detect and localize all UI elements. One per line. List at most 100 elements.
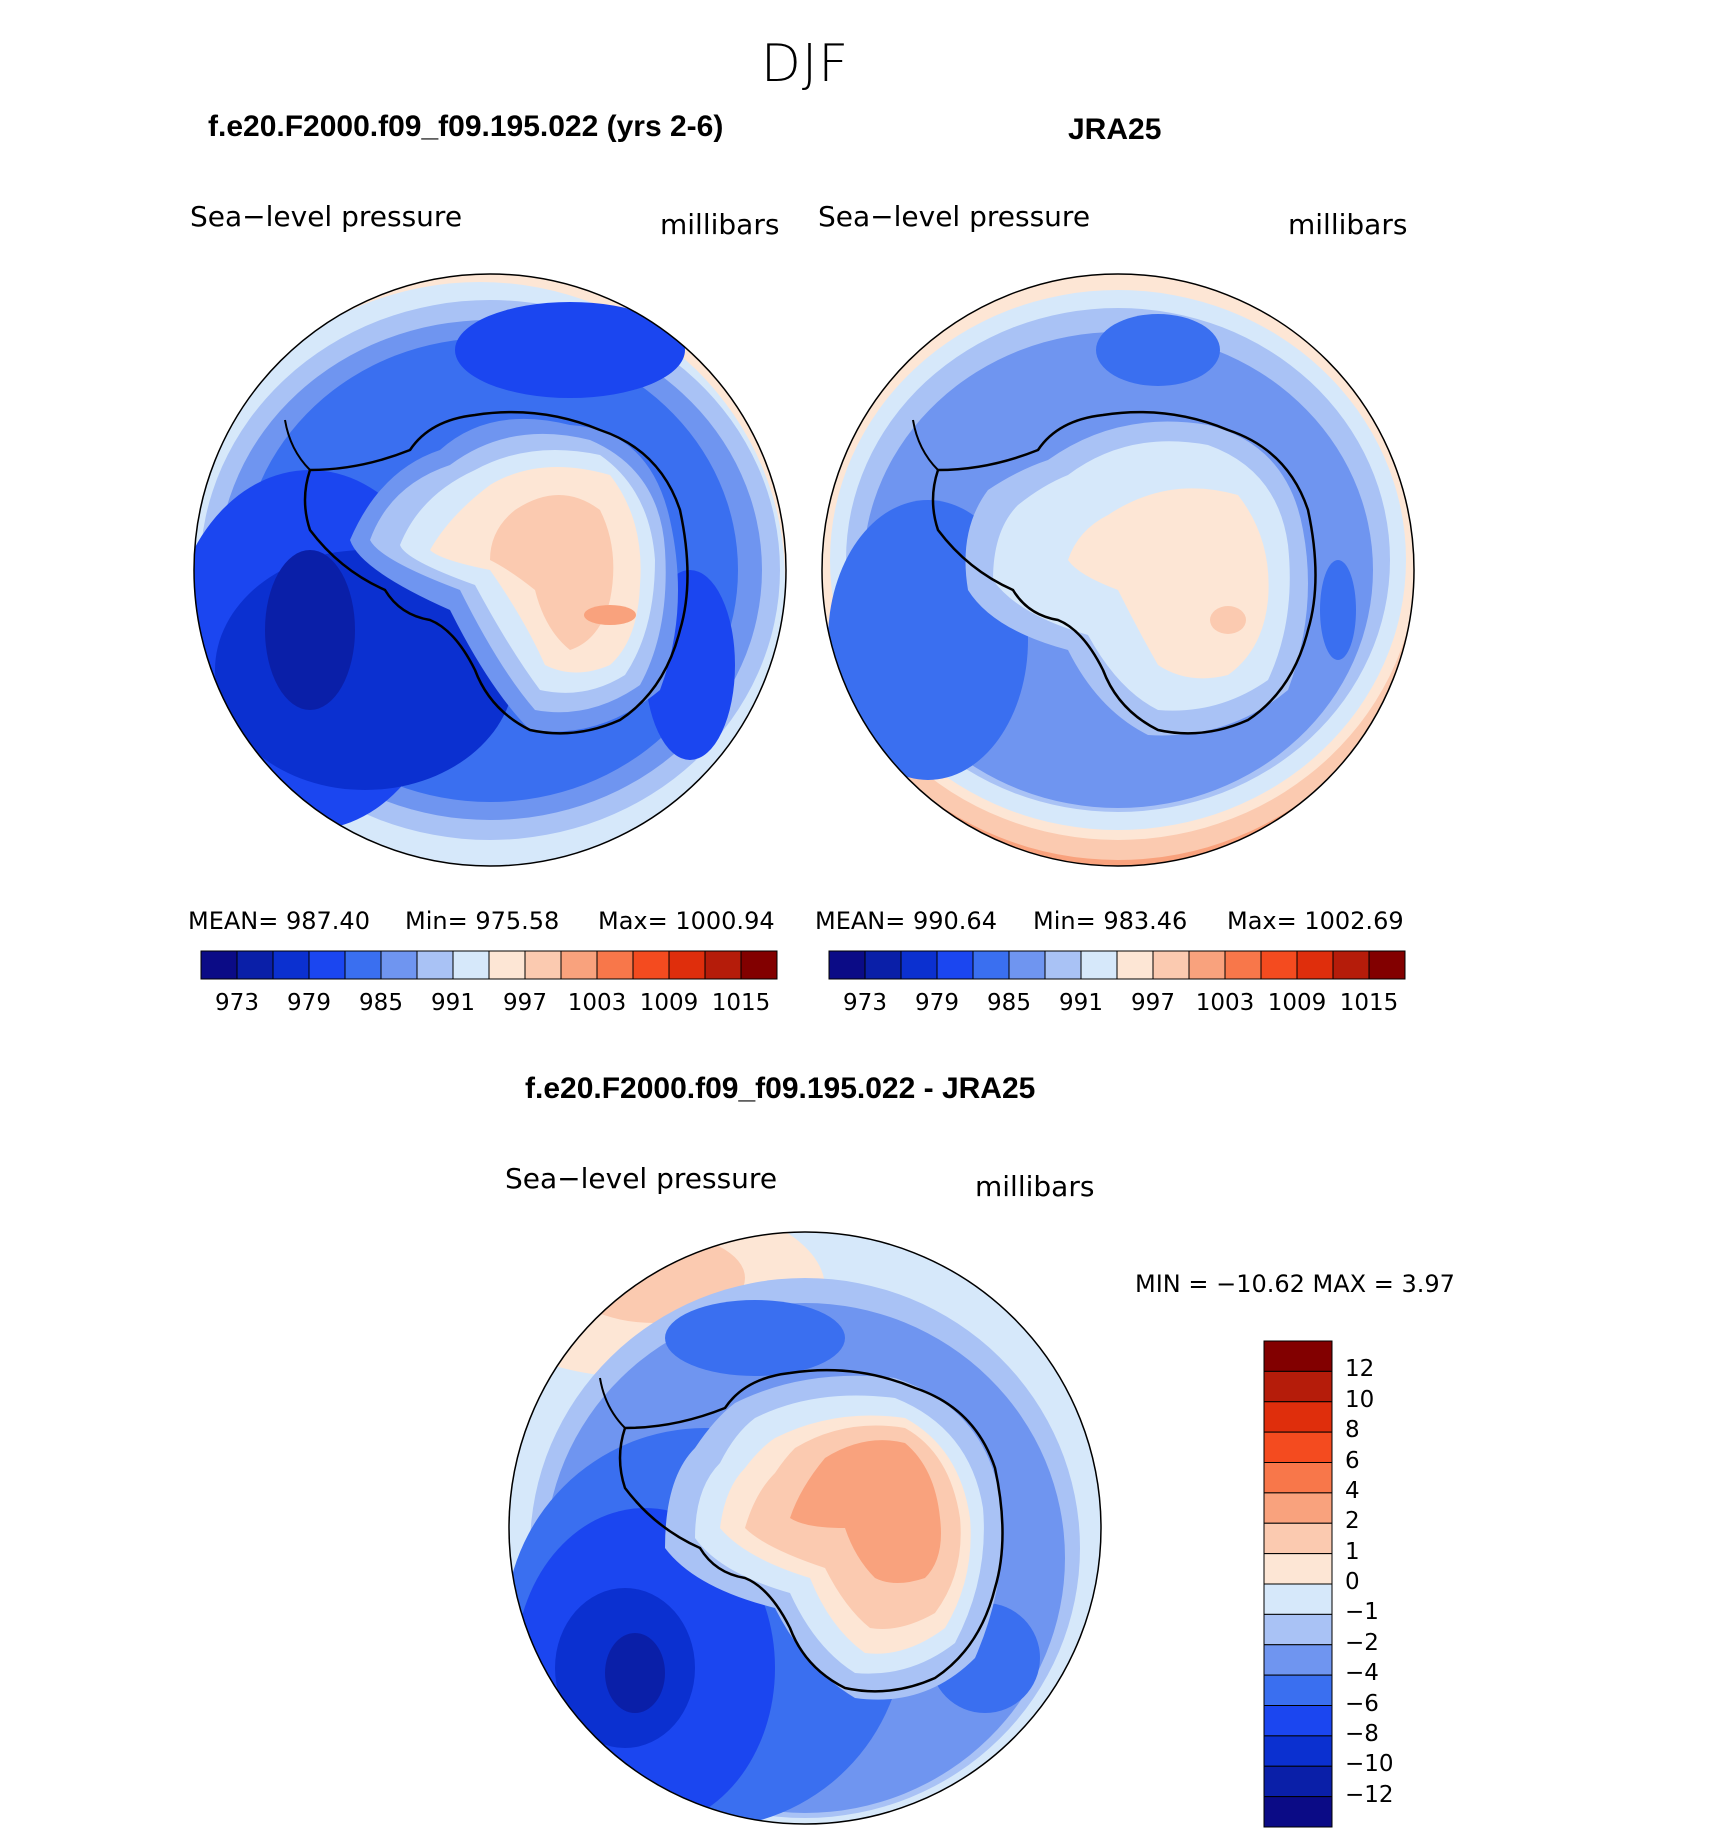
colorbar-swatch (1152, 950, 1190, 980)
colorbar-tick-label: 985 (359, 990, 403, 1016)
panel1-colorbar-ticks: 973 979 985 991 997 1003 1009 1015 (200, 990, 780, 1020)
colorbar-tick-label: 991 (431, 990, 475, 1016)
panel1-variable: Sea−level pressure (190, 200, 463, 233)
colorbar-swatch (1263, 1735, 1333, 1767)
panel1-colorbar (200, 950, 778, 980)
panel1-units: millibars (660, 208, 780, 241)
panel1-min: Min= 975.58 (405, 907, 560, 935)
colorbar-tick-label: 1015 (711, 990, 771, 1016)
panel2-colorbar-ticks: 973 979 985 991 997 1003 1009 1015 (828, 990, 1408, 1020)
colorbar-tick-label: −1 (1345, 1599, 1379, 1626)
colorbar-swatch (632, 950, 670, 980)
panel2-max: Max= 1002.69 (1227, 907, 1404, 935)
colorbar-tick-label: 979 (287, 990, 331, 1016)
colorbar-tick-label: 2 (1345, 1508, 1360, 1535)
panel1-polar-map (193, 273, 787, 867)
panel2-title: JRA25 (1068, 113, 1162, 146)
colorbar-swatch (668, 950, 706, 980)
colorbar-swatch (1263, 1553, 1333, 1585)
panel3-polar-map (508, 1231, 1102, 1825)
colorbar-tick-label: 8 (1345, 1417, 1360, 1444)
panel2-units: millibars (1288, 208, 1408, 241)
colorbar-swatch (1260, 950, 1298, 980)
colorbar-swatch (452, 950, 490, 980)
colorbar-swatch (560, 950, 598, 980)
colorbar-tick-label: 6 (1345, 1447, 1360, 1474)
panel1-title: f.e20.F2000.f09_f09.195.022 (yrs 2-6) (208, 110, 724, 143)
panel2-mean: MEAN= 990.64 (815, 907, 997, 935)
colorbar-swatch (1080, 950, 1118, 980)
panel1-mean: MEAN= 987.40 (188, 907, 370, 935)
colorbar-tick-label: 0 (1345, 1569, 1360, 1595)
colorbar-swatch (1263, 1370, 1333, 1403)
colorbar-swatch (236, 950, 274, 980)
colorbar-swatch (524, 950, 562, 980)
colorbar-swatch (864, 950, 902, 980)
colorbar-swatch (1296, 950, 1334, 980)
colorbar-swatch (1263, 1613, 1333, 1646)
colorbar-swatch (1008, 950, 1046, 980)
colorbar-tick-label: −2 (1345, 1629, 1379, 1656)
colorbar-swatch (1044, 950, 1082, 980)
panel2-colorbar (828, 950, 1406, 980)
colorbar-swatch (704, 950, 742, 980)
colorbar-tick-label: 973 (215, 990, 259, 1016)
panel3-minmax: MIN = −10.62 MAX = 3.97 (1135, 1270, 1455, 1298)
colorbar-swatch (1263, 1765, 1333, 1798)
colorbar-tick-label: −4 (1345, 1660, 1379, 1687)
colorbar-swatch (1263, 1674, 1333, 1706)
colorbar-swatch (416, 950, 454, 980)
colorbar-tick-label: 10 (1345, 1386, 1375, 1413)
colorbar-swatch (272, 950, 310, 980)
colorbar-tick-label: −10 (1345, 1751, 1394, 1778)
colorbar-tick-label: 1009 (639, 990, 699, 1016)
colorbar-swatch (1263, 1492, 1333, 1524)
colorbar-swatch (936, 950, 974, 980)
colorbar-tick-label: 979 (915, 990, 959, 1016)
colorbar-swatch (900, 950, 938, 980)
panel2-variable: Sea−level pressure (818, 200, 1091, 233)
colorbar-swatch (1263, 1796, 1333, 1828)
colorbar-tick-label: 985 (987, 990, 1031, 1016)
panel2-min: Min= 983.46 (1033, 907, 1188, 935)
colorbar-tick-label: 1003 (1195, 990, 1255, 1016)
season-title: DJF (760, 34, 850, 94)
colorbar-swatch (828, 950, 866, 980)
colorbar-swatch (1263, 1644, 1333, 1676)
colorbar-tick-label: 1 (1345, 1538, 1360, 1565)
colorbar-tick-label: 997 (503, 990, 547, 1016)
colorbar-tick-label: 991 (1059, 990, 1103, 1016)
colorbar-swatch (1263, 1705, 1333, 1737)
colorbar-tick-label: 1015 (1339, 990, 1399, 1016)
colorbar-swatch (740, 950, 778, 980)
colorbar-tick-label: 973 (843, 990, 887, 1016)
colorbar-swatch (1263, 1431, 1333, 1463)
colorbar-tick-label: 1009 (1267, 990, 1327, 1016)
colorbar-tick-label: 997 (1131, 990, 1175, 1016)
panel3-units: millibars (975, 1170, 1095, 1203)
colorbar-swatch (308, 950, 346, 980)
colorbar-swatch (344, 950, 382, 980)
colorbar-swatch (972, 950, 1010, 980)
colorbar-swatch (1263, 1522, 1333, 1555)
colorbar-swatch (1263, 1401, 1333, 1433)
panel3-colorbar-ticks: 12 10 8 6 4 2 1 0 −1 −2 −4 −6 −8 −10 −12 (1345, 1340, 1465, 1830)
colorbar-swatch (200, 950, 238, 980)
colorbar-swatch (1332, 950, 1370, 980)
panel3-variable: Sea−level pressure (505, 1162, 778, 1195)
panel2-polar-map (821, 273, 1415, 867)
colorbar-tick-label: −8 (1345, 1720, 1379, 1747)
colorbar-swatch (1263, 1340, 1333, 1372)
panel3-title: f.e20.F2000.f09_f09.195.022 - JRA25 (525, 1072, 1036, 1105)
colorbar-tick-label: 1003 (567, 990, 627, 1016)
colorbar-swatch (1224, 950, 1262, 980)
colorbar-swatch (1368, 950, 1406, 980)
colorbar-swatch (1116, 950, 1154, 980)
colorbar-swatch (1188, 950, 1226, 980)
colorbar-swatch (596, 950, 634, 980)
colorbar-tick-label: −6 (1345, 1690, 1379, 1717)
colorbar-swatch (1263, 1583, 1333, 1615)
panel3-colorbar (1263, 1340, 1333, 1828)
panel1-max: Max= 1000.94 (598, 907, 775, 935)
colorbar-swatch (1263, 1462, 1333, 1494)
